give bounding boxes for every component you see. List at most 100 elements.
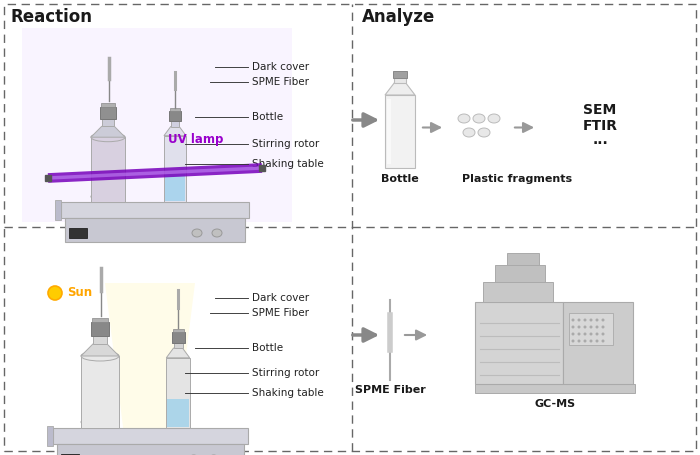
Text: FTIR: FTIR	[582, 118, 617, 132]
Ellipse shape	[81, 351, 119, 361]
Ellipse shape	[578, 333, 580, 335]
Bar	[91, 322, 109, 336]
Polygon shape	[164, 126, 186, 136]
Bar	[93, 334, 107, 344]
Ellipse shape	[488, 114, 500, 123]
Bar	[164, 136, 186, 202]
Bar	[169, 111, 181, 121]
Bar	[60, 454, 78, 455]
Ellipse shape	[601, 339, 605, 343]
Polygon shape	[81, 344, 119, 356]
Ellipse shape	[596, 318, 598, 322]
Bar	[61, 202, 249, 218]
Text: Bottle: Bottle	[252, 343, 283, 353]
Text: SEM: SEM	[583, 102, 617, 116]
Ellipse shape	[571, 333, 575, 335]
Ellipse shape	[571, 318, 575, 322]
Ellipse shape	[91, 133, 125, 142]
Bar	[91, 137, 125, 202]
Bar	[483, 282, 553, 302]
Bar	[102, 117, 114, 126]
Ellipse shape	[578, 318, 580, 322]
Bar	[55, 200, 61, 220]
Text: Shaking table: Shaking table	[252, 159, 323, 169]
Ellipse shape	[48, 286, 62, 300]
Ellipse shape	[584, 339, 587, 343]
Text: ...: ...	[592, 133, 608, 147]
Ellipse shape	[81, 417, 119, 427]
Bar	[167, 399, 189, 427]
Text: Sun: Sun	[67, 287, 92, 299]
Ellipse shape	[601, 318, 605, 322]
Ellipse shape	[578, 325, 580, 329]
Text: Stirring rotor: Stirring rotor	[252, 139, 319, 149]
Ellipse shape	[584, 318, 587, 322]
Polygon shape	[385, 83, 415, 95]
Text: Dark cover: Dark cover	[252, 293, 309, 303]
Bar	[165, 174, 185, 201]
Ellipse shape	[584, 333, 587, 335]
Ellipse shape	[596, 333, 598, 335]
Ellipse shape	[589, 333, 592, 335]
Bar	[174, 342, 183, 348]
Text: UV lamp: UV lamp	[168, 133, 223, 146]
Polygon shape	[167, 348, 190, 358]
Text: SPME Fiber: SPME Fiber	[252, 308, 309, 318]
Ellipse shape	[589, 325, 592, 329]
Ellipse shape	[473, 114, 485, 123]
Ellipse shape	[589, 318, 592, 322]
Bar	[172, 332, 185, 343]
Ellipse shape	[571, 339, 575, 343]
Text: Plastic fragments: Plastic fragments	[462, 173, 572, 183]
Ellipse shape	[601, 333, 605, 335]
Ellipse shape	[584, 325, 587, 329]
Ellipse shape	[596, 339, 598, 343]
Ellipse shape	[212, 229, 222, 237]
Ellipse shape	[91, 192, 125, 201]
Text: GC-MS: GC-MS	[534, 399, 575, 409]
Ellipse shape	[589, 339, 592, 343]
Bar	[169, 108, 181, 111]
Text: Bottle: Bottle	[252, 112, 283, 122]
Ellipse shape	[478, 128, 490, 137]
Bar	[101, 103, 116, 107]
Polygon shape	[91, 126, 125, 137]
Bar	[563, 302, 633, 384]
Ellipse shape	[463, 128, 475, 137]
Bar	[92, 318, 108, 322]
Text: Stirring rotor: Stirring rotor	[252, 368, 319, 378]
Bar	[69, 228, 87, 238]
Bar	[475, 384, 635, 393]
Text: Shaking table: Shaking table	[252, 388, 323, 398]
Text: Reaction: Reaction	[10, 8, 92, 26]
Text: Bottle: Bottle	[381, 173, 419, 183]
Bar	[394, 77, 405, 83]
Bar	[57, 444, 244, 455]
Ellipse shape	[571, 325, 575, 329]
Bar	[172, 329, 183, 332]
Bar	[507, 253, 539, 265]
Ellipse shape	[458, 114, 470, 123]
Bar	[385, 95, 415, 167]
Ellipse shape	[596, 325, 598, 329]
Bar	[46, 426, 52, 446]
Text: SPME Fiber: SPME Fiber	[252, 77, 309, 87]
Bar	[65, 218, 245, 242]
Bar	[81, 356, 119, 428]
Bar	[22, 28, 292, 222]
Ellipse shape	[601, 325, 605, 329]
Ellipse shape	[578, 339, 580, 343]
Bar	[495, 265, 545, 282]
Ellipse shape	[192, 229, 202, 237]
Bar	[393, 71, 407, 77]
Text: SPME Fiber: SPME Fiber	[355, 385, 426, 395]
Bar	[171, 121, 179, 126]
Bar	[99, 107, 116, 119]
Text: Analyze: Analyze	[362, 8, 435, 26]
Bar	[167, 358, 190, 428]
Bar	[569, 313, 613, 345]
Bar	[387, 99, 391, 163]
Polygon shape	[105, 283, 195, 443]
Text: Dark cover: Dark cover	[252, 62, 309, 72]
Bar	[475, 302, 563, 384]
